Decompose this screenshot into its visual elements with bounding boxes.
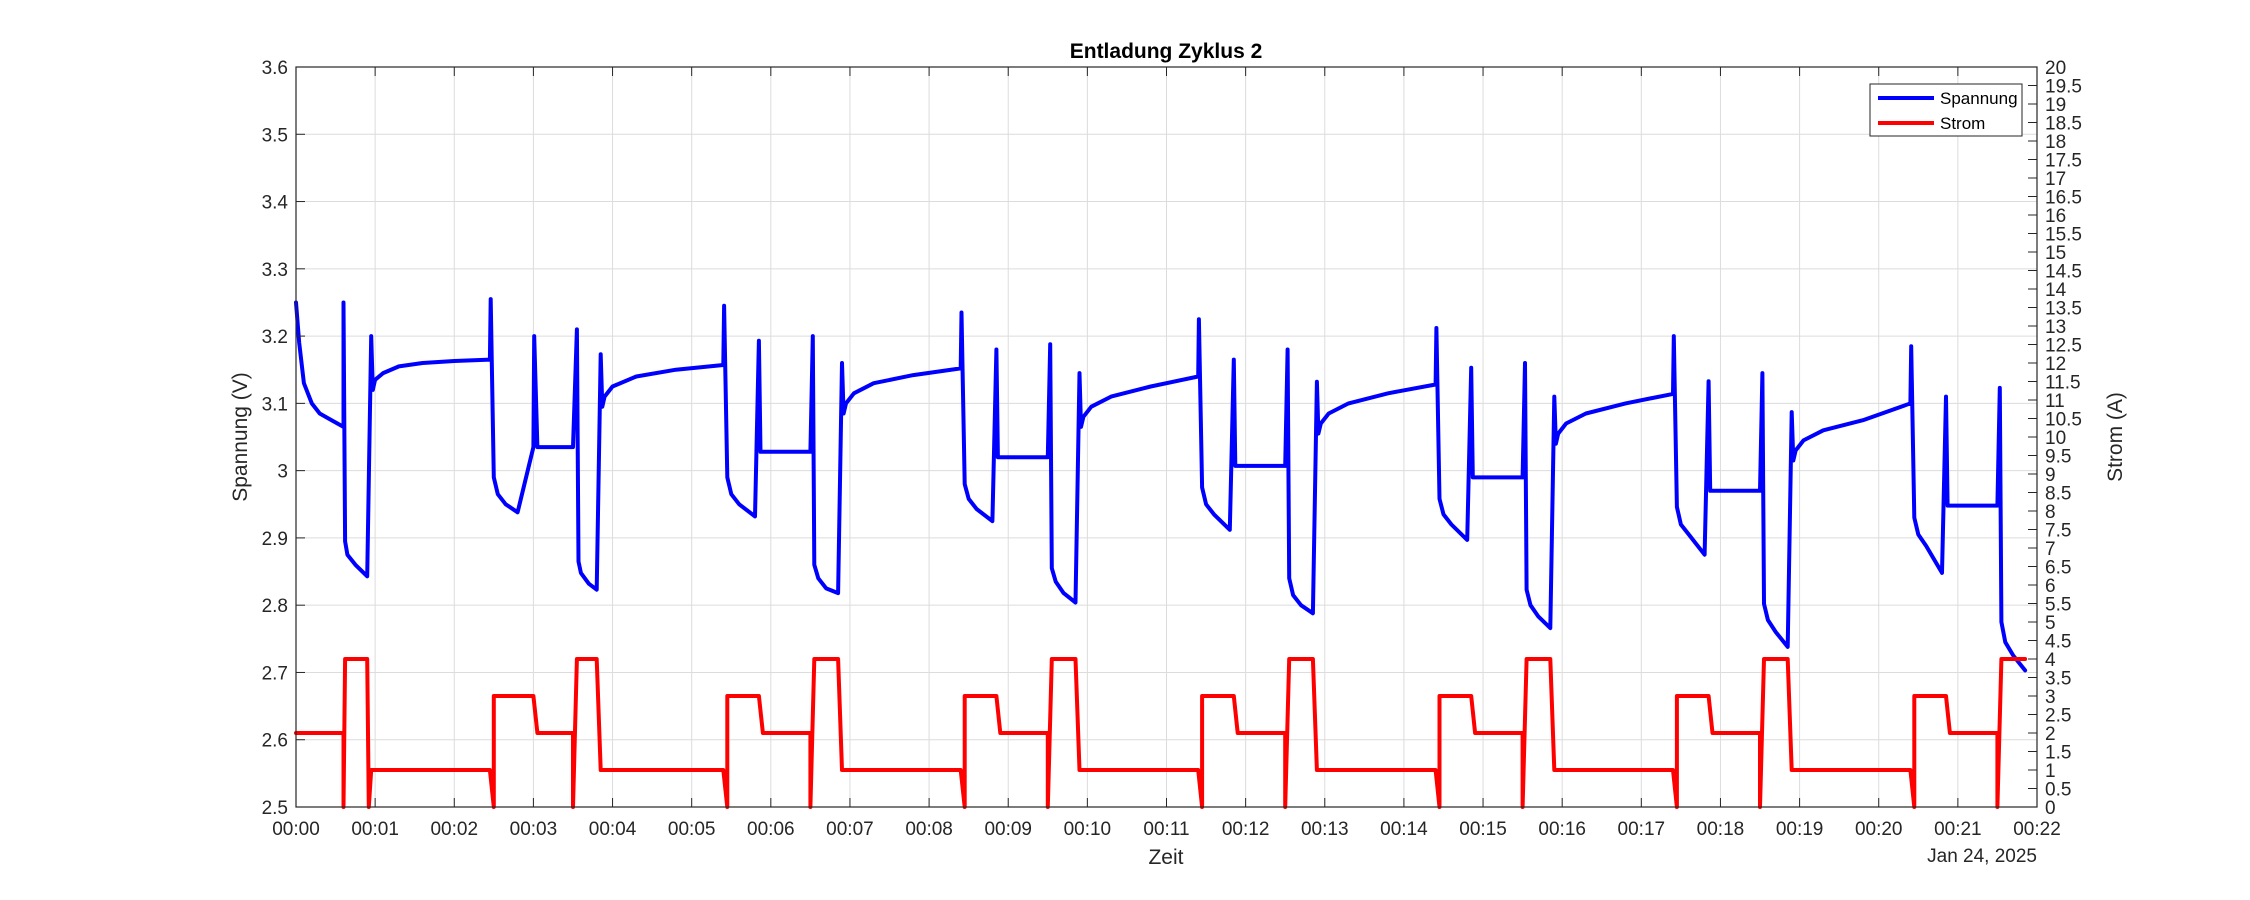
- y-right-tick-label: 13: [2045, 317, 2066, 338]
- y-right-tick-label: 11.5: [2045, 373, 2081, 394]
- y-right-tick-label: 6: [2045, 576, 2056, 597]
- x-tick-label: 00:03: [510, 819, 558, 840]
- x-tick-label: 00:15: [1459, 819, 1507, 840]
- x-tick-label: 00:21: [1934, 819, 1982, 840]
- y-right-tick-label: 8.5: [2045, 484, 2071, 505]
- x-tick-label: 00:08: [905, 819, 953, 840]
- x-tick-label: 00:19: [1776, 819, 1824, 840]
- x-tick-label: 00:06: [747, 819, 795, 840]
- y-left-tick-label: 3.5: [262, 125, 288, 146]
- y-right-tick-label: 17.5: [2045, 151, 2082, 172]
- y-right-tick-label: 17: [2045, 169, 2066, 190]
- y-left-tick-label: 2.7: [262, 663, 288, 684]
- y-right-tick-label: 9.5: [2045, 447, 2071, 468]
- y-right-tick-label: 19.5: [2045, 77, 2082, 98]
- x-tick-label: 00:04: [589, 819, 637, 840]
- x-tick-label: 00:16: [1538, 819, 1586, 840]
- x-tick-label: 00:14: [1380, 819, 1428, 840]
- y-right-tick-label: 5.5: [2045, 595, 2071, 616]
- x-tick-label: 00:18: [1697, 819, 1745, 840]
- y-right-tick-label: 11: [2045, 391, 2065, 412]
- y-left-tick-label: 2.8: [262, 596, 288, 617]
- y-right-tick-label: 9: [2045, 465, 2056, 486]
- y-right-tick-label: 16: [2045, 206, 2066, 227]
- x-tick-label: 00:17: [1618, 819, 1666, 840]
- y-right-tick-label: 2: [2045, 724, 2056, 745]
- x-tick-label: 00:20: [1855, 819, 1903, 840]
- y-right-tick-label: 18.5: [2045, 114, 2082, 135]
- y-right-tick-label: 15.5: [2045, 225, 2082, 246]
- y-right-tick-label: 10: [2045, 428, 2066, 449]
- x-tick-label: 00:11: [1143, 819, 1189, 840]
- x-tick-label: 00:05: [668, 819, 716, 840]
- x-tick-label: 00:09: [984, 819, 1032, 840]
- y-axis-left-label: Spannung (V): [229, 372, 252, 502]
- series-layer: [294, 297, 2028, 809]
- y-axis-left: 2.5 2.6 2.7 2.8 2.9 3 3.1 3.2 3.3 3.4 3.5 3.6: [262, 58, 305, 819]
- x-tick-label: 00:22: [2013, 819, 2061, 840]
- y-right-tick-label: 4.5: [2045, 632, 2071, 653]
- y-axis-right-label: Strom (A): [2104, 392, 2127, 482]
- x-tick-label: 00:12: [1222, 819, 1270, 840]
- y-left-tick-label: 2.5: [262, 798, 288, 819]
- chart-title: Entladung Zyklus 2: [1070, 40, 1263, 63]
- y-right-tick-label: 0.5: [2045, 780, 2071, 801]
- x-tick-label: 00:02: [430, 819, 478, 840]
- y-right-tick-label: 8: [2045, 502, 2056, 523]
- y-left-tick-label: 3.2: [262, 327, 288, 348]
- y-right-tick-label: 5: [2045, 613, 2056, 634]
- x-axis: 00:00 00:01 00:02 00:03 00:04 00:05 00:06 00:07…: [272, 67, 2061, 840]
- y-right-tick-label: 12: [2045, 354, 2066, 375]
- y-right-tick-label: 6.5: [2045, 558, 2071, 579]
- y-right-tick-label: 3.5: [2045, 669, 2071, 690]
- y-right-tick-label: 1: [2045, 761, 2056, 782]
- y-right-tick-label: 0: [2045, 798, 2056, 819]
- series-line-spannung: [294, 297, 2028, 673]
- legend-box: [1869, 83, 2023, 137]
- y-right-tick-label: 4: [2045, 650, 2056, 671]
- y-right-tick-label: 15: [2045, 243, 2066, 264]
- legend-label-spannung: Spannung: [1940, 89, 2018, 108]
- y-right-tick-label: 1.5: [2045, 743, 2071, 764]
- x-axis-date-label: Jan 24, 2025: [1927, 846, 2037, 867]
- y-right-tick-label: 7: [2045, 539, 2056, 560]
- y-right-tick-label: 12.5: [2045, 336, 2082, 357]
- y-left-tick-label: 3.6: [262, 58, 288, 79]
- x-tick-label: 00:00: [272, 819, 320, 840]
- y-right-tick-label: 7.5: [2045, 521, 2071, 542]
- x-tick-label: 00:07: [826, 819, 874, 840]
- y-right-tick-label: 20: [2045, 58, 2066, 79]
- series-line-strom: [294, 657, 2028, 809]
- x-tick-label: 00:01: [351, 819, 399, 840]
- y-axis-right: 00.511.522.533.544.555.566.577.588.599.5…: [2028, 58, 2082, 819]
- y-right-tick-label: 3: [2045, 687, 2056, 708]
- y-right-tick-label: 13.5: [2045, 299, 2082, 320]
- legend-label-strom: Strom: [1940, 114, 1985, 133]
- y-right-tick-label: 2.5: [2045, 706, 2071, 727]
- x-tick-label: 00:13: [1301, 819, 1349, 840]
- grid: [296, 67, 2037, 807]
- y-right-tick-label: 19: [2045, 95, 2066, 116]
- y-left-tick-label: 3.4: [262, 193, 289, 214]
- y-right-tick-label: 16.5: [2045, 188, 2082, 209]
- x-tick-label: 00:10: [1064, 819, 1112, 840]
- legend: Spannung Strom: [1869, 83, 2023, 137]
- y-right-tick-label: 14.5: [2045, 262, 2082, 283]
- x-axis-label: Zeit: [1148, 846, 1183, 869]
- y-left-tick-label: 3: [277, 462, 288, 483]
- y-left-tick-label: 3.1: [262, 394, 288, 415]
- y-right-tick-label: 10.5: [2045, 410, 2082, 431]
- y-left-tick-label: 2.6: [262, 731, 288, 752]
- y-left-tick-label: 2.9: [262, 529, 288, 550]
- y-left-tick-label: 3.3: [262, 260, 288, 281]
- y-right-tick-label: 14: [2045, 280, 2067, 301]
- y-right-tick-label: 18: [2045, 132, 2066, 153]
